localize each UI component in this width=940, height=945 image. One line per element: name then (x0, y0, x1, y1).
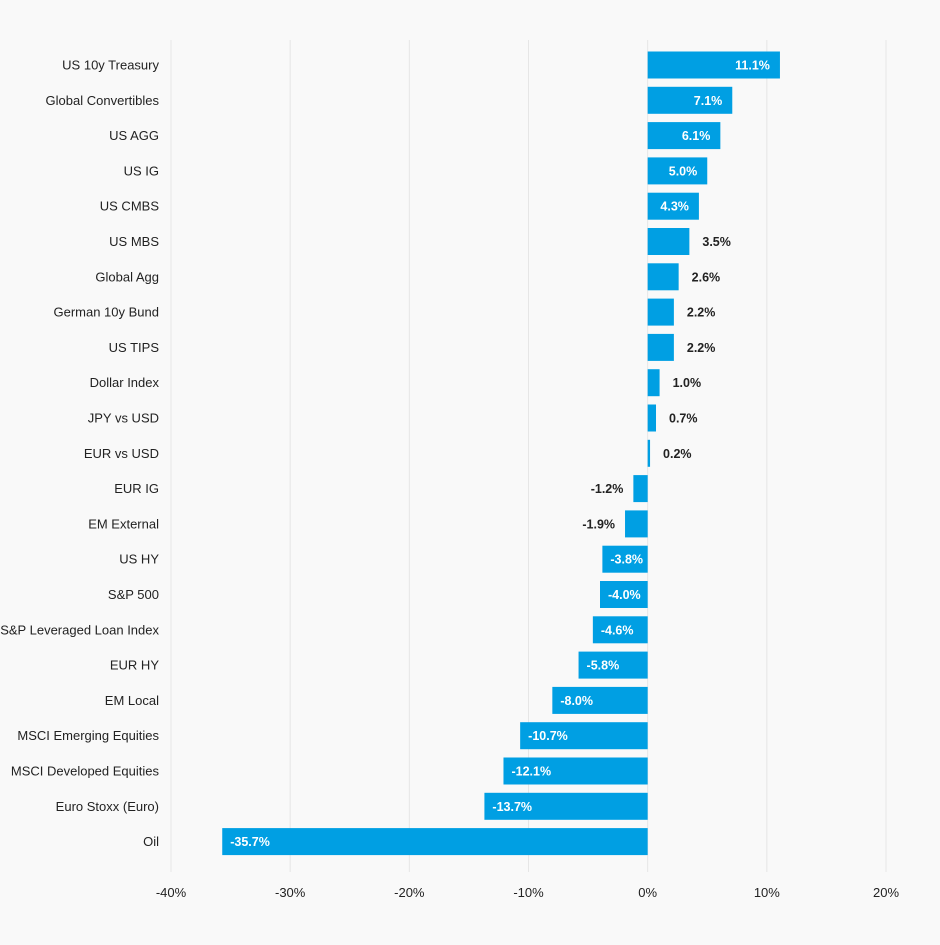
x-tick-label: -10% (513, 885, 544, 900)
bar (484, 792, 648, 820)
data-label: -13.7% (492, 800, 532, 814)
data-label: 4.3% (660, 200, 689, 214)
data-label: 0.2% (663, 447, 692, 461)
bar (647, 333, 674, 361)
data-label: 2.6% (692, 270, 721, 284)
category-label: US AGG (109, 128, 159, 143)
data-label: -8.0% (560, 694, 593, 708)
bars-layer (222, 51, 780, 856)
x-axis-ticks: -40% -30% -20% -10% 0% 10% 20% (156, 885, 900, 900)
category-label: Dollar Index (90, 375, 160, 390)
bar (592, 616, 648, 644)
bar (647, 263, 679, 291)
data-label: -10.7% (528, 729, 568, 743)
bar (647, 228, 690, 255)
data-label: 1.0% (673, 376, 702, 390)
bar (647, 298, 674, 326)
category-label: German 10y Bund (53, 305, 159, 320)
data-label: -4.0% (608, 588, 641, 602)
category-label: US IG (124, 163, 159, 178)
bar (647, 404, 657, 432)
data-label: 11.1% (735, 59, 770, 73)
data-label: -1.2% (591, 482, 624, 496)
data-label: 2.2% (687, 341, 716, 355)
bar (647, 51, 780, 79)
x-tick-label: 0% (638, 885, 657, 900)
data-label: -5.8% (587, 659, 620, 673)
category-label: US CMBS (100, 199, 160, 214)
data-label: 3.5% (702, 235, 731, 249)
data-label: -3.8% (610, 553, 643, 567)
data-label: -4.6% (601, 623, 634, 637)
category-label: S&P 500 (108, 587, 159, 602)
bar (647, 86, 733, 114)
x-tick-label: -20% (394, 885, 425, 900)
category-label: Global Agg (95, 269, 159, 284)
category-label: EUR IG (114, 481, 159, 496)
bar (503, 757, 648, 785)
category-label: MSCI Emerging Equities (17, 728, 159, 743)
category-label: S&P Leveraged Loan Index (0, 622, 159, 637)
bar (647, 439, 651, 467)
category-label: US 10y Treasury (62, 58, 159, 73)
bar (633, 475, 648, 503)
category-label: EUR vs USD (84, 446, 159, 461)
value-labels: 11.1% 7.1% 6.1% 5.0% 4.3% 3.5% 2.6% 2.2% 2.2% 1.0… (230, 59, 770, 850)
bar (552, 686, 648, 714)
bar (602, 545, 648, 573)
bar (222, 828, 648, 856)
data-label: 6.1% (682, 129, 711, 143)
category-label: US MBS (109, 234, 159, 249)
category-label: Global Convertibles (46, 93, 160, 108)
category-label: EM External (88, 516, 159, 531)
category-label: EM Local (105, 693, 159, 708)
bar (578, 651, 648, 679)
category-label: Oil (143, 834, 159, 849)
category-label: MSCI Developed Equities (11, 764, 160, 779)
data-label: 7.1% (694, 94, 723, 108)
data-label: -1.9% (582, 517, 615, 531)
bar (647, 157, 708, 185)
data-label: -35.7% (230, 835, 270, 849)
category-label: EUR HY (110, 658, 159, 673)
bar (625, 510, 648, 538)
bar (520, 722, 648, 750)
bar (600, 581, 648, 608)
category-labels: US 10y Treasury Global Convertibles US AGG… (0, 58, 159, 850)
category-label: Euro Stoxx (Euro) (56, 799, 159, 814)
bar (647, 122, 721, 150)
bar (647, 369, 660, 397)
x-tick-label: 20% (873, 885, 899, 900)
data-label: 0.7% (669, 412, 698, 426)
x-tick-label: -30% (275, 885, 306, 900)
data-label: -12.1% (511, 765, 551, 779)
category-label: US HY (119, 552, 159, 567)
category-label: JPY vs USD (88, 411, 159, 426)
bar (647, 192, 699, 220)
x-tick-label: -40% (156, 885, 187, 900)
data-label: 2.2% (687, 306, 716, 320)
category-label: US TIPS (109, 340, 160, 355)
x-tick-label: 10% (754, 885, 780, 900)
data-label: 5.0% (669, 164, 698, 178)
